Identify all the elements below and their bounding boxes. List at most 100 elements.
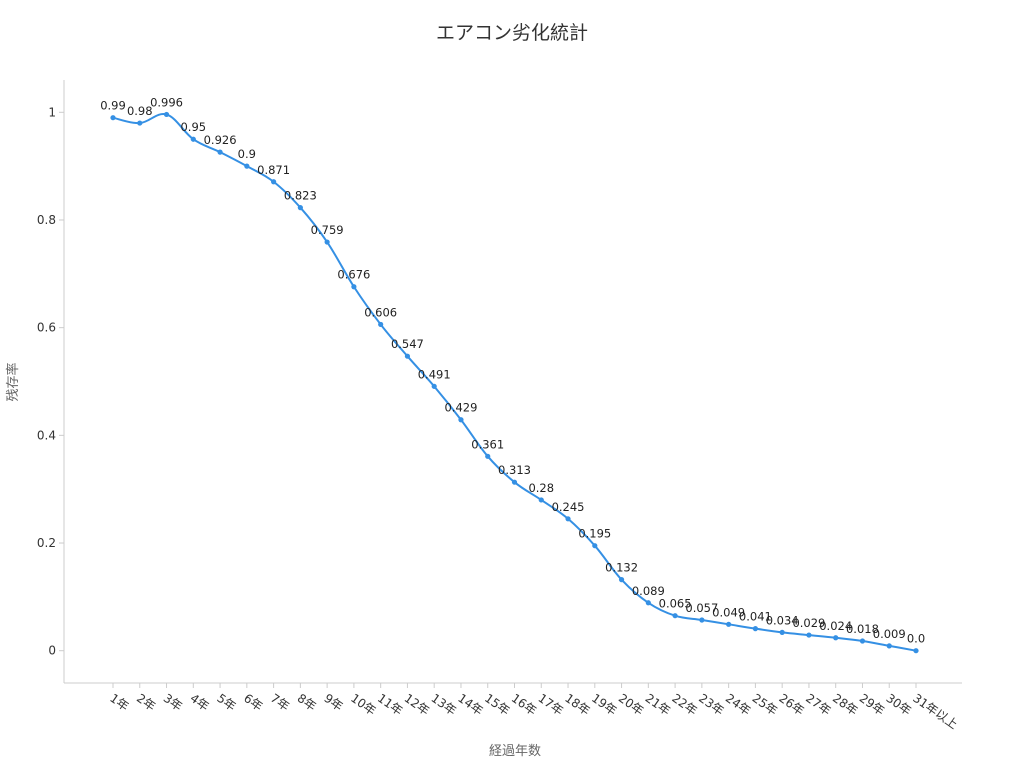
- data-label: 0.99: [100, 99, 126, 113]
- data-label: 0.034: [766, 613, 799, 627]
- x-tick-label: 26年: [776, 691, 806, 718]
- y-axis-title: 残存率: [5, 362, 21, 401]
- y-tick-label: 0.2: [37, 536, 56, 550]
- y-tick-label: 0.6: [37, 321, 56, 335]
- data-label: 0.0: [907, 632, 925, 646]
- data-point: [244, 163, 250, 169]
- y-tick-label: 0: [48, 644, 56, 658]
- y-ticks: 0 0.2 0.4 0.6 0.8 1: [37, 105, 64, 658]
- data-label: 0.245: [552, 500, 585, 514]
- x-tick-label: 3年: [161, 691, 185, 714]
- series-line: [112, 112, 917, 652]
- x-tick-label: 28年: [830, 691, 860, 718]
- x-ticks: 1年 2年 3年 4年 5年 6年 7年 8年 9年 10年11年12年13年14年15年16年1…: [107, 683, 960, 732]
- data-point: [404, 353, 411, 359]
- data-label: 0.676: [337, 268, 370, 282]
- data-point: [565, 516, 571, 522]
- x-tick-label: 15年: [482, 691, 512, 718]
- x-tick-label: 2年: [134, 691, 158, 714]
- series-layer: [110, 111, 919, 654]
- data-label: 0.9: [238, 147, 256, 161]
- data-label: 0.926: [204, 133, 237, 147]
- x-tick-label: 23年: [696, 691, 726, 718]
- x-tick-label: 21年: [643, 691, 673, 718]
- x-tick-label: 9年: [321, 691, 345, 714]
- x-tick-label: 17年: [536, 691, 566, 718]
- data-point: [431, 383, 437, 389]
- data-label: 0.491: [418, 367, 451, 381]
- data-point: [726, 621, 732, 627]
- data-label: 0.089: [632, 584, 665, 598]
- data-label: 0.018: [846, 622, 879, 636]
- data-point: [833, 635, 839, 641]
- data-point: [485, 453, 491, 459]
- data-label: 0.132: [605, 561, 638, 575]
- data-point: [190, 136, 196, 142]
- data-point: [163, 111, 170, 118]
- data-point: [297, 204, 303, 211]
- data-label: 0.041: [739, 610, 772, 624]
- data-point: [271, 179, 277, 185]
- data-point: [779, 629, 785, 635]
- data-label: 0.98: [127, 104, 153, 118]
- data-point: [699, 617, 705, 623]
- x-tick-label: 19年: [589, 691, 619, 718]
- x-tick-label: 27年: [803, 691, 833, 718]
- y-tick-label: 0.4: [37, 428, 56, 442]
- data-label: 0.28: [528, 481, 554, 495]
- x-tick-label: 29年: [857, 691, 887, 718]
- data-point: [592, 543, 598, 549]
- data-label: 0.823: [284, 189, 317, 203]
- data-point: [618, 577, 625, 583]
- data-label: 0.429: [444, 401, 477, 415]
- data-point: [137, 120, 143, 126]
- data-point: [672, 613, 678, 619]
- data-label: 0.313: [498, 463, 531, 477]
- data-point: [859, 638, 866, 644]
- data-label: 0.606: [364, 305, 397, 319]
- data-label: 0.049: [712, 605, 745, 619]
- data-point: [110, 115, 116, 121]
- data-point: [645, 600, 651, 606]
- data-point: [752, 626, 759, 632]
- x-tick-label: 4年: [188, 691, 212, 714]
- x-tick-label: 1年: [107, 691, 131, 714]
- data-label: 0.065: [659, 597, 692, 611]
- data-point: [324, 239, 330, 245]
- x-axis-title: 経過年数: [489, 744, 541, 759]
- data-label: 0.024: [819, 619, 852, 633]
- x-tick-label: 7年: [268, 691, 292, 714]
- x-tick-label: 11年: [375, 691, 405, 718]
- y-tick-label: 0.8: [37, 213, 56, 227]
- x-tick-label: 10年: [348, 691, 378, 718]
- x-tick-label: 13年: [428, 691, 458, 718]
- data-point: [886, 643, 892, 649]
- x-tick-label: 6年: [241, 691, 265, 714]
- data-label: 0.871: [257, 163, 290, 177]
- x-tick-label: 22年: [669, 691, 699, 718]
- data-label: 0.547: [391, 337, 424, 351]
- x-tick-label: 18年: [562, 691, 592, 718]
- data-label: 0.759: [311, 223, 344, 237]
- data-point: [378, 321, 384, 328]
- x-tick-label: 8年: [295, 691, 319, 714]
- x-tick-label: 5年: [214, 691, 238, 714]
- x-tick-label: 16年: [509, 691, 539, 718]
- data-point: [458, 417, 464, 423]
- data-point: [913, 648, 919, 654]
- data-point: [538, 497, 544, 503]
- data-label: 0.195: [578, 527, 611, 541]
- data-point: [806, 632, 812, 638]
- data-label: 0.009: [873, 627, 906, 641]
- data-point: [217, 149, 223, 155]
- data-label: 0.361: [471, 437, 504, 451]
- data-point: [511, 479, 518, 485]
- x-tick-label: 12年: [402, 691, 432, 718]
- data-point: [351, 284, 357, 290]
- data-label: 0.057: [685, 601, 718, 615]
- data-label: 0.996: [150, 95, 183, 109]
- x-tick-label: 14年: [455, 691, 485, 718]
